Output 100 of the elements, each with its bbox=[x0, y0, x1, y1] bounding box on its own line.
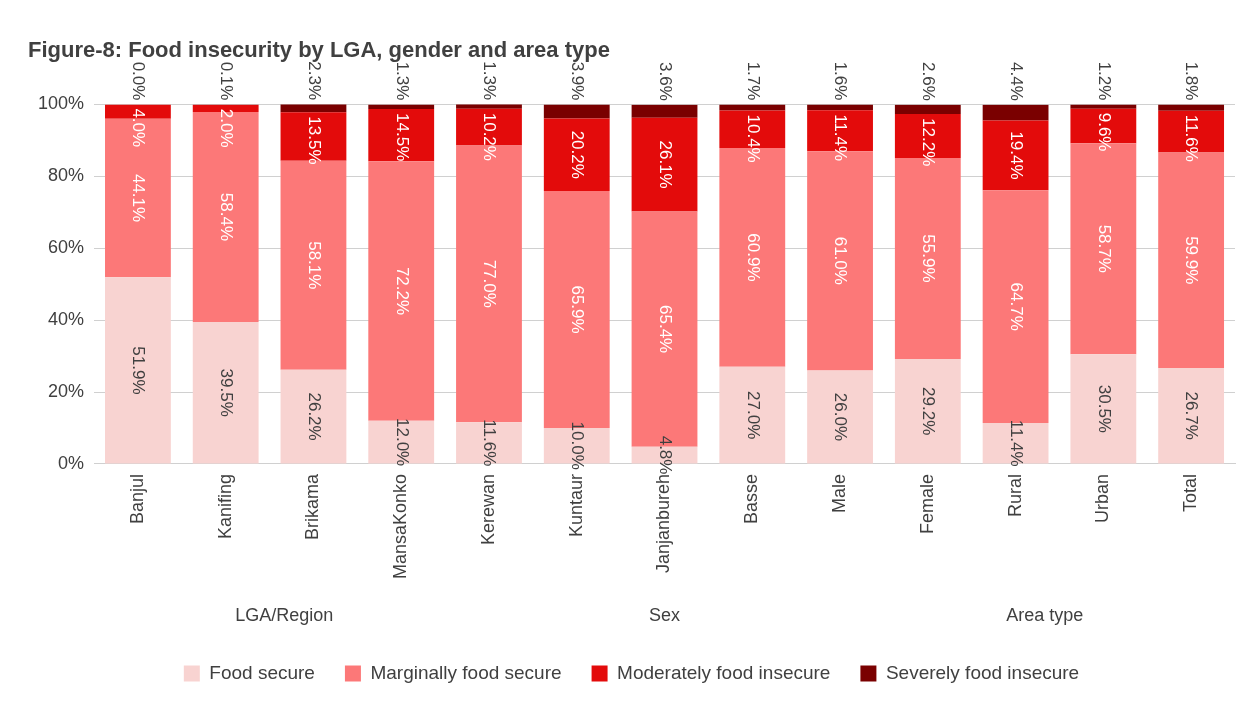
data-label: 58.4% bbox=[217, 192, 236, 242]
bar bbox=[982, 104, 1049, 121]
data-label: 1.2% bbox=[1094, 61, 1114, 101]
data-label: 12.2% bbox=[919, 118, 939, 167]
bar bbox=[456, 104, 522, 109]
bar bbox=[982, 190, 1049, 423]
bar bbox=[543, 104, 610, 119]
legend-label: Severely food insecure bbox=[885, 661, 1080, 683]
data-label: 39.5% bbox=[217, 368, 236, 417]
data-label: 1.3% bbox=[392, 61, 412, 101]
bar bbox=[631, 117, 698, 212]
text: LGA/Region bbox=[235, 604, 334, 625]
data-label: 20.2% bbox=[568, 130, 588, 179]
bar bbox=[631, 104, 698, 118]
bar bbox=[982, 120, 1049, 191]
x-tick-label: Brikama bbox=[302, 472, 323, 540]
legend-label: Moderately food insecure bbox=[617, 661, 831, 683]
data-label: 14.5% bbox=[392, 113, 412, 162]
data-label: 19.4% bbox=[1006, 131, 1026, 180]
bar bbox=[368, 109, 435, 162]
data-label: 4.8% bbox=[655, 435, 675, 475]
y-tick-label: 100% bbox=[37, 93, 85, 114]
data-label: 64.7% bbox=[1006, 282, 1026, 331]
data-label: 0.0% bbox=[129, 61, 149, 101]
data-label: 77.0% bbox=[480, 259, 500, 308]
x-tick-label: Rural bbox=[1004, 473, 1025, 517]
x-tick-label: Banjul bbox=[126, 473, 147, 524]
x-tick-label: Basse bbox=[741, 473, 762, 524]
x-tick-label: MansaKonko bbox=[390, 473, 411, 580]
bar bbox=[1070, 354, 1137, 464]
data-label: 2.6% bbox=[919, 62, 939, 101]
data-label: 51.9% bbox=[129, 346, 149, 395]
bar bbox=[192, 321, 259, 464]
data-label: 29.2% bbox=[919, 387, 939, 436]
data-label: 26.2% bbox=[304, 392, 324, 441]
data-label: 11.6% bbox=[480, 419, 500, 467]
data-label: 55.9% bbox=[919, 234, 939, 283]
bar bbox=[719, 104, 786, 111]
bar bbox=[280, 369, 347, 464]
x-tick-label: Janjanbureh bbox=[653, 473, 674, 574]
data-label: 65.9% bbox=[568, 285, 588, 334]
data-label: 0.1% bbox=[217, 61, 236, 101]
data-label: 11.4% bbox=[831, 114, 851, 162]
data-label: 1.3% bbox=[480, 61, 500, 101]
data-label: 10.4% bbox=[743, 114, 763, 163]
data-label: 3.6% bbox=[655, 62, 675, 101]
data-label: 11.4% bbox=[1006, 419, 1026, 467]
text: Area type bbox=[1006, 604, 1084, 625]
y-tick-label: 20% bbox=[48, 381, 85, 401]
data-label: 58.1% bbox=[304, 241, 324, 290]
y-tick-label: 80% bbox=[48, 165, 85, 186]
data-label: 1.6% bbox=[831, 61, 851, 101]
bar bbox=[105, 277, 171, 464]
data-label: 13.5% bbox=[304, 116, 324, 165]
y-tick-label: 40% bbox=[48, 309, 85, 330]
bar bbox=[543, 118, 610, 192]
bar bbox=[1070, 104, 1137, 109]
bar bbox=[368, 161, 435, 421]
x-tick-label: Kanifing bbox=[214, 473, 235, 539]
data-label: 10.2% bbox=[480, 112, 500, 161]
bar bbox=[894, 358, 961, 464]
data-label: 61.0% bbox=[831, 236, 851, 285]
x-tick-label: Female bbox=[916, 473, 937, 534]
data-label: 3.9% bbox=[568, 61, 588, 101]
data-label: 10.0% bbox=[568, 421, 588, 470]
legend-label: Marginally food secure bbox=[370, 661, 562, 683]
bar bbox=[894, 104, 961, 115]
data-label: 26.0% bbox=[831, 392, 851, 442]
y-tick-label: 0% bbox=[58, 452, 85, 473]
data-label: 27.0% bbox=[743, 391, 763, 440]
data-label: 26.1% bbox=[655, 140, 675, 189]
x-tick-label: Urban bbox=[1092, 473, 1113, 523]
x-tick-label: Male bbox=[829, 473, 850, 513]
bar bbox=[1158, 367, 1225, 464]
x-tick-label: Kerewan bbox=[477, 473, 498, 545]
y-tick-label: 60% bbox=[48, 237, 85, 258]
bar bbox=[192, 111, 259, 322]
data-label: 58.7% bbox=[1094, 224, 1114, 273]
data-label: 26.7% bbox=[1182, 391, 1202, 440]
data-label: 2.0% bbox=[217, 108, 236, 148]
data-label: 59.9% bbox=[1182, 236, 1202, 285]
x-tick-label: Kuntaur bbox=[565, 473, 586, 537]
legend-label: Food secure bbox=[209, 661, 315, 683]
data-label: 30.5% bbox=[1094, 384, 1114, 433]
data-label: 65.4% bbox=[655, 305, 675, 354]
data-label: 72.2% bbox=[392, 266, 412, 316]
bar bbox=[807, 370, 873, 464]
bar bbox=[456, 422, 522, 464]
x-tick-label: Total bbox=[1180, 473, 1201, 512]
data-label: 60.9% bbox=[743, 233, 763, 282]
data-label: 9.6% bbox=[1094, 112, 1114, 152]
data-label: 11.6% bbox=[1182, 114, 1202, 162]
text: Sex bbox=[649, 604, 681, 625]
data-label: 4.0% bbox=[129, 108, 149, 148]
data-label: 44.1% bbox=[129, 173, 149, 223]
bar bbox=[719, 366, 786, 464]
bar bbox=[1158, 104, 1225, 111]
data-label: 4.4% bbox=[1006, 62, 1026, 101]
data-label: 1.8% bbox=[1182, 61, 1202, 101]
chart-title: Figure-8: Food insecurity by LGA, gender and area type bbox=[28, 37, 610, 63]
